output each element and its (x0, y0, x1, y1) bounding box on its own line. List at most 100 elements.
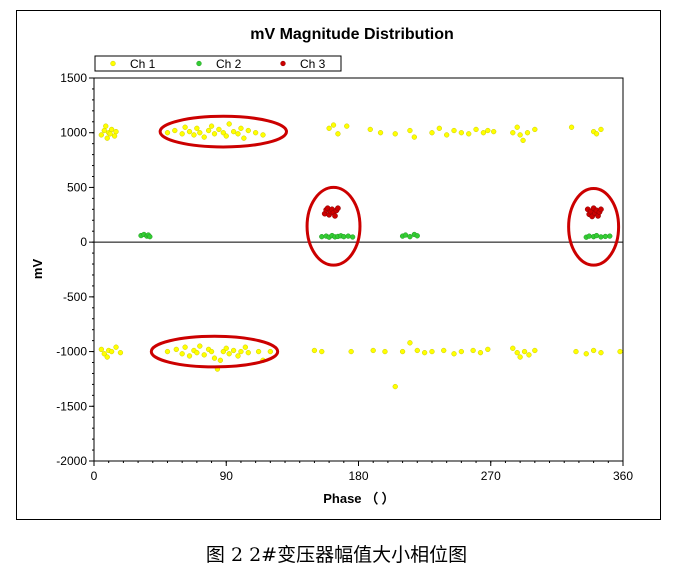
data-point (517, 354, 523, 360)
data-point (590, 347, 597, 354)
data-point (598, 126, 604, 133)
data-point (179, 131, 185, 137)
data-point (194, 350, 200, 356)
data-point (242, 344, 249, 350)
data-point (377, 130, 384, 136)
plot-border (93, 77, 624, 462)
data-point (532, 347, 538, 354)
data-point (514, 350, 520, 356)
x-tick-label: 90 (220, 469, 234, 483)
data-point (485, 346, 491, 353)
x-tick-label: 270 (481, 469, 501, 483)
series-ch-1 (98, 121, 623, 390)
data-point (526, 352, 532, 358)
data-point (186, 128, 193, 135)
data-point (414, 233, 420, 239)
data-point (598, 350, 604, 356)
data-point (186, 353, 193, 359)
legend-label: Ch 1 (130, 57, 156, 71)
data-point (113, 344, 119, 350)
data-point (319, 234, 325, 240)
data-point (98, 132, 104, 138)
data-point (217, 357, 224, 363)
data-point (524, 130, 531, 136)
data-point (451, 127, 457, 134)
chart-frame: mV Magnitude Distribution Ch 1 Ch 2 Ch 3 1… (16, 10, 661, 520)
data-point (429, 130, 435, 136)
data-point (241, 135, 247, 141)
data-point (226, 351, 232, 357)
data-point (568, 124, 575, 130)
data-point (444, 132, 450, 138)
data-point (335, 205, 341, 212)
data-point (235, 353, 241, 359)
data-point (602, 233, 609, 240)
data-point (470, 347, 476, 354)
data-point (414, 347, 420, 354)
chart-legend: Ch 1 Ch 2 Ch 3 (94, 55, 342, 72)
data-point (382, 348, 388, 355)
data-point (593, 232, 600, 239)
magnitude-scatter-chart: mV Magnitude Distribution Ch 1 Ch 2 Ch 3 1… (30, 26, 633, 506)
data-point (617, 348, 623, 355)
y-tick-label: -500 (63, 290, 87, 304)
data-point (370, 347, 376, 354)
data-point (182, 344, 188, 350)
figure-caption: 图 2 2#变压器幅值大小相位图 (205, 544, 468, 566)
data-point (164, 130, 171, 136)
data-point (216, 126, 222, 133)
data-point (441, 347, 447, 354)
data-point (235, 131, 241, 137)
data-point (402, 232, 409, 238)
data-point (182, 124, 188, 130)
data-point (521, 348, 528, 355)
data-point (98, 346, 104, 353)
y-tick-label: -1500 (56, 399, 87, 413)
data-point (520, 137, 526, 144)
data-point (367, 126, 373, 133)
x-axis-label: Phase （ ） (323, 491, 395, 506)
legend-marker (196, 60, 202, 67)
data-point (230, 128, 237, 135)
annotation-ellipse (158, 114, 288, 149)
data-point (436, 125, 442, 131)
data-point (341, 234, 347, 240)
data-point (326, 125, 332, 131)
data-point (197, 130, 203, 136)
y-axis-label: mV (30, 259, 45, 280)
annotation-ellipses (149, 114, 621, 369)
data-point (191, 132, 197, 138)
legend-marker (110, 60, 116, 67)
data-point (260, 132, 266, 138)
axes (89, 77, 624, 466)
chart-title: mV Magnitude Distribution (250, 26, 454, 43)
data-point (101, 127, 107, 134)
data-point (451, 351, 457, 357)
data-point (201, 352, 207, 358)
data-point (510, 345, 516, 351)
data-point (517, 132, 523, 138)
data-point (532, 126, 538, 133)
data-point (485, 127, 491, 134)
data-points (98, 121, 623, 390)
data-point (223, 133, 229, 139)
data-point (255, 348, 262, 355)
data-point (104, 354, 110, 360)
data-point (205, 127, 212, 134)
y-tick-label: -1000 (56, 345, 87, 359)
data-point (429, 348, 435, 355)
data-point (473, 126, 479, 133)
series-ch-2 (138, 231, 613, 240)
data-point (108, 348, 115, 355)
data-point (107, 131, 113, 137)
data-point (101, 351, 107, 357)
data-point (319, 348, 325, 355)
data-point (335, 131, 341, 137)
legend-label: Ch 3 (300, 57, 326, 71)
data-point (104, 135, 110, 141)
data-point (103, 123, 109, 129)
legend-box (94, 55, 342, 72)
y-tick-label: 1500 (60, 71, 87, 85)
data-point (477, 350, 484, 356)
data-point (220, 130, 226, 136)
